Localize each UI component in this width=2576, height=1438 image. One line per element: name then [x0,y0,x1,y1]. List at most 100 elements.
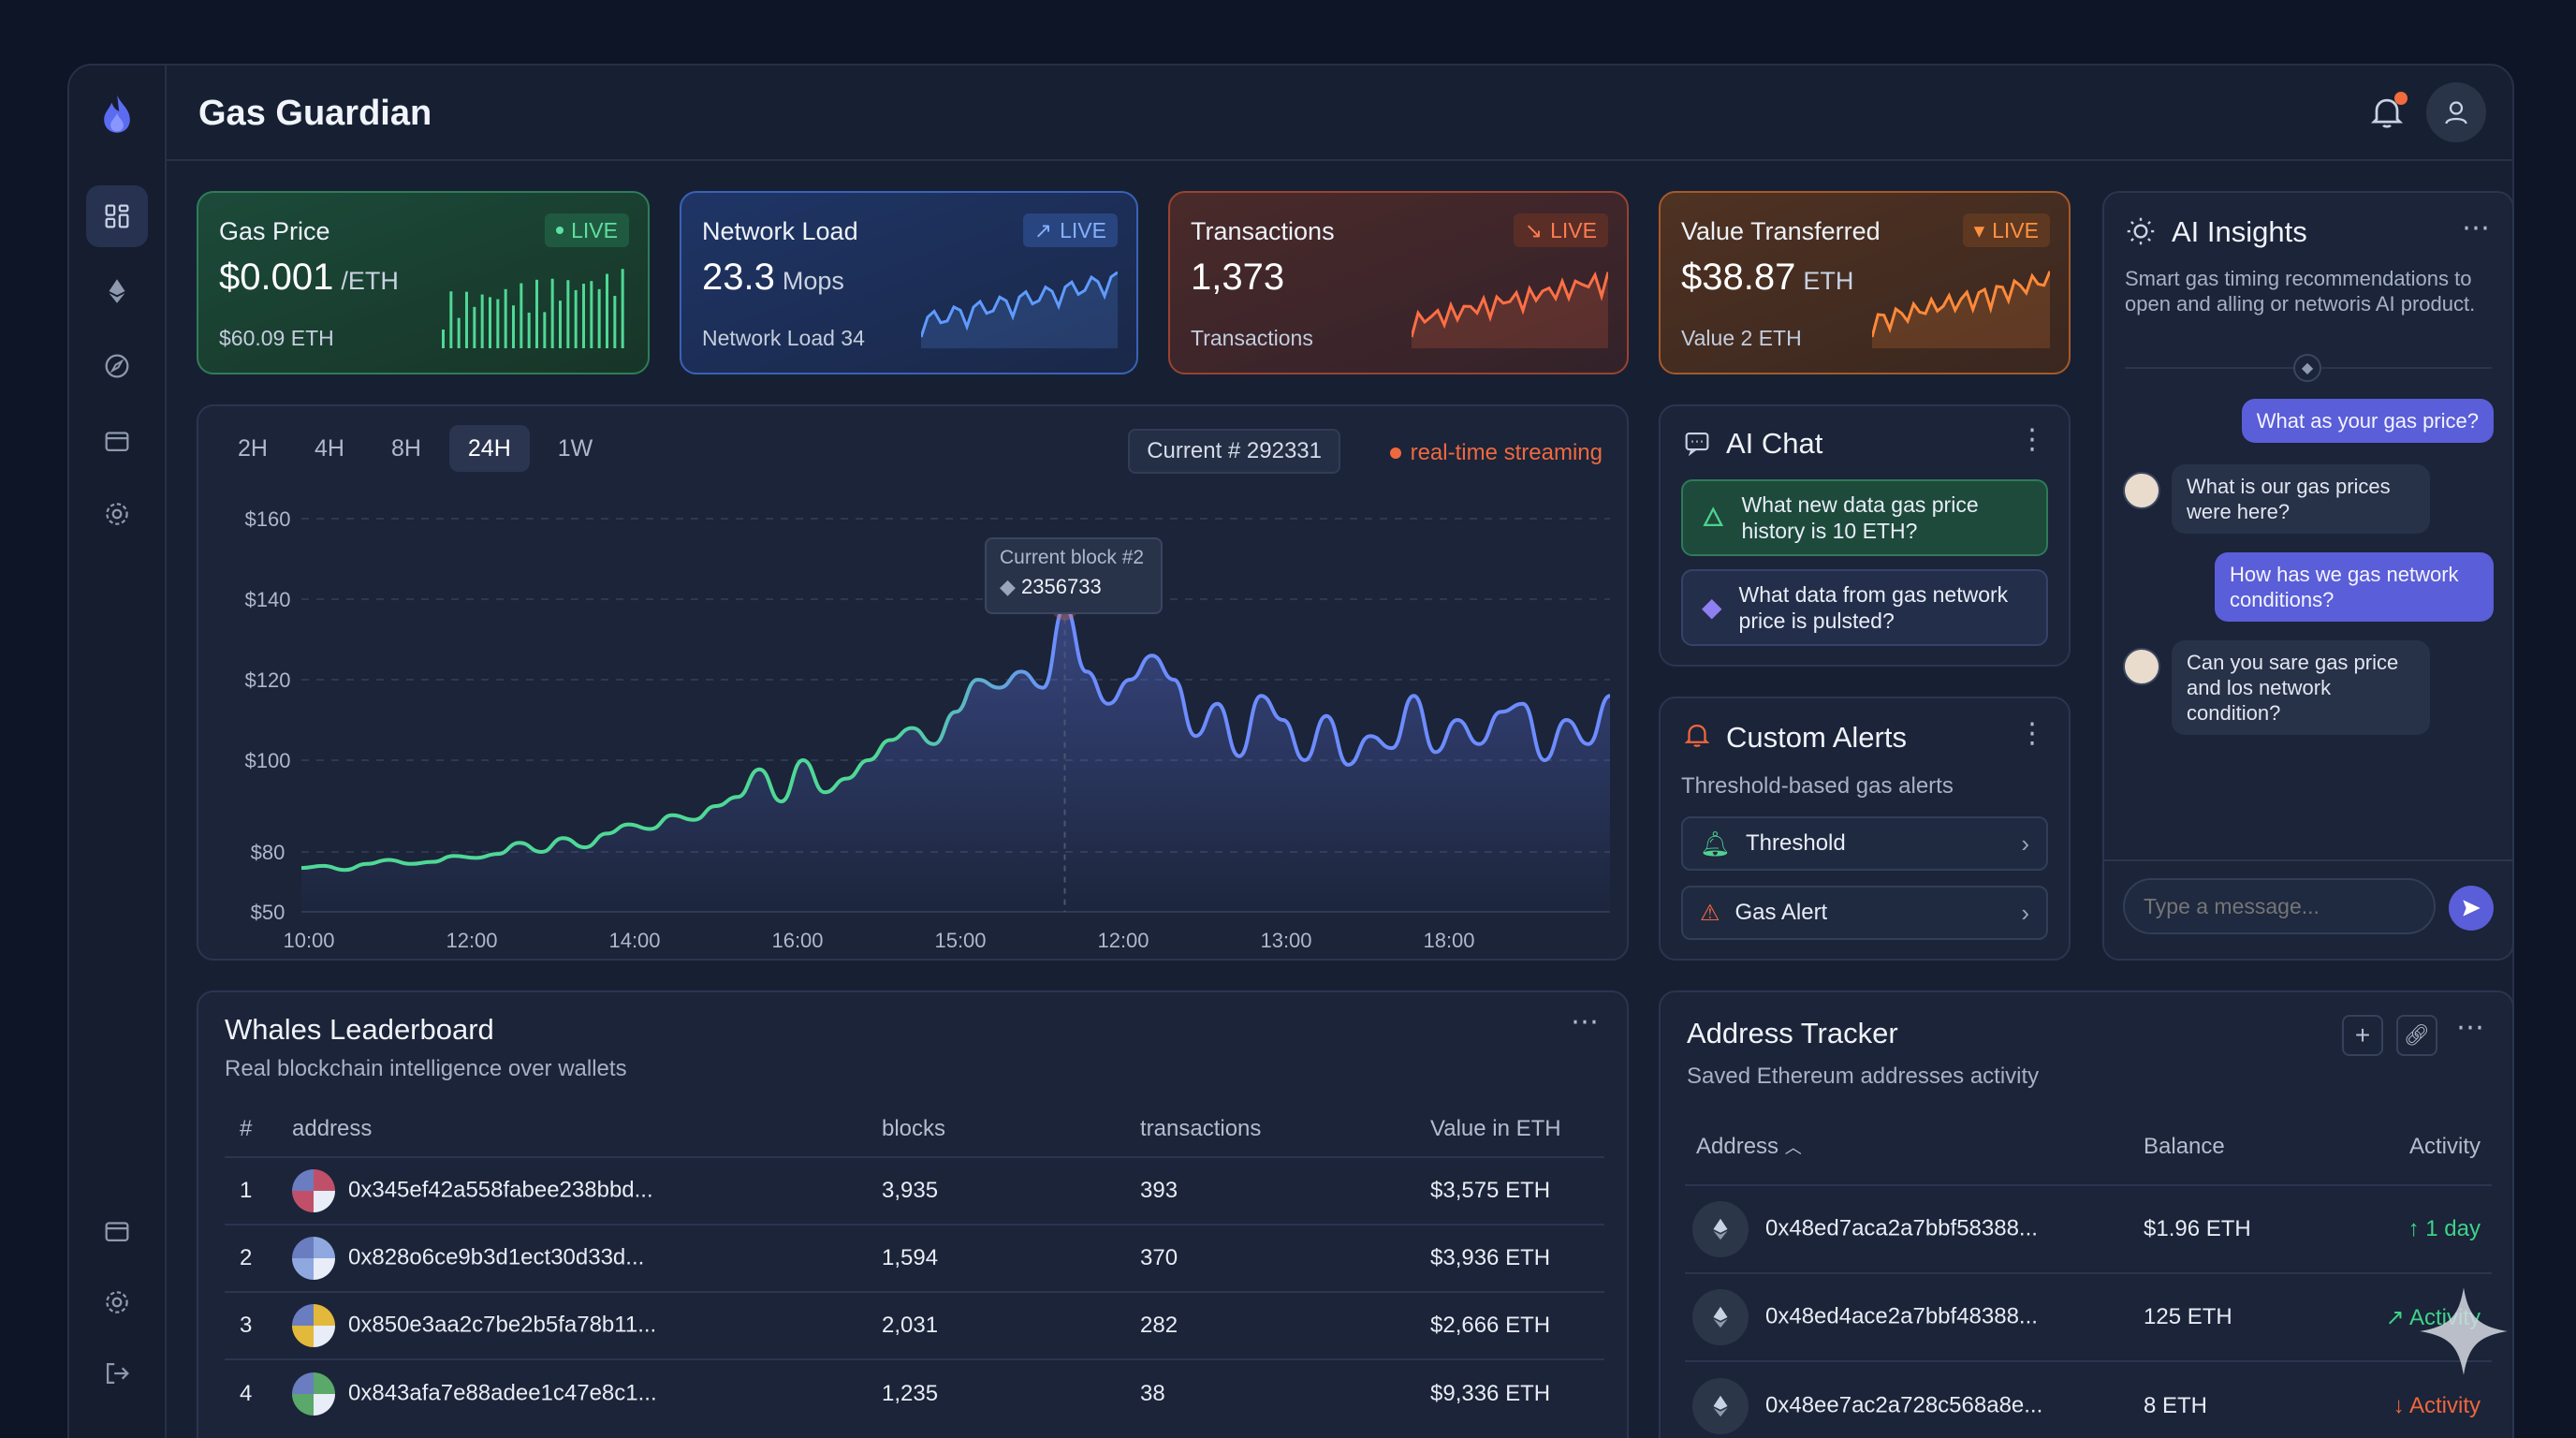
trend-icon: ↘ [1524,217,1544,242]
sparkline-bar [496,299,500,348]
rank-cell: 1 [225,1156,292,1225]
send-button[interactable] [2449,886,2494,931]
sparkline-bar [606,273,608,348]
table-row[interactable]: 0x48ed7aca2a7bbf58388... $1.96 ETH ↑ 1 day [1685,1184,2492,1273]
column-header-address[interactable]: Address ︿ [1696,1133,1802,1159]
sun-icon [2127,217,2155,245]
tab-24h[interactable]: 24H [448,425,530,472]
bot-avatar [2123,648,2160,685]
insights-description: Smart gas timing recommendations to open… [2125,267,2476,315]
column-header: Activity [2408,1133,2481,1159]
wallet-avatar [292,1169,335,1212]
link-address-button[interactable]: 🔗︎ [2396,1015,2437,1056]
more-icon[interactable]: ⋮ [2018,718,2048,749]
rank-cell: 4 [225,1358,292,1427]
alert-row-threshold[interactable]: 🔔︎ Threshold › [1681,816,2048,871]
streaming-dot [1389,448,1401,459]
sidebar-item-settings[interactable] [86,483,148,545]
blocks-cell: 2,031 [882,1291,1140,1359]
trend-icon: ↑ [2408,1216,2420,1241]
more-icon[interactable]: ⋯ [2456,1012,2486,1043]
sparkline-bar [512,305,515,348]
ai-chat-title: AI Chat [1726,427,1823,460]
balance-cell: 8 ETH [2144,1360,2331,1438]
stat-card-value-transferred[interactable]: Value Transferred ▾ LIVE $38.87 ETH Value … [1659,191,2071,374]
stat-label: Network Load [702,217,858,245]
table-row[interactable]: 1 0x345ef42a558fabee238bbd... 3,935 393 $3,5… [225,1156,1604,1225]
sidebar-item-logout[interactable] [86,1343,148,1404]
chat-icon [1685,433,1709,457]
message-input[interactable] [2123,878,2436,934]
table-row[interactable]: 0x48ed4ace2a7bbf48388... 125 ETH ↗ Activit… [1685,1272,2492,1361]
compass-icon [105,354,129,378]
chat-message-bot: Can you sare gas price and los network c… [2172,640,2430,735]
caret-down-icon: ▾ [1973,217,1985,242]
transactions-cell: 38 [1140,1358,1430,1427]
sparkline-bar [504,288,507,348]
address-cell: 0x828o6ce9b3d1ect30d33d... [292,1224,882,1292]
app-title: Gas Guardian [198,94,432,133]
tab-2h[interactable]: 2H [238,434,268,462]
sparkline-bar [559,301,562,348]
chat-message-bot: What is our gas prices were here? [2172,464,2430,534]
sidebar-item-explore[interactable] [86,335,148,397]
transactions-cell: 393 [1140,1156,1430,1225]
send-icon [2463,900,2481,917]
tracker-title: Address Tracker [1687,1017,1898,1049]
address-cell: 0x48ee7ac2a728c568a8e... [1685,1360,2144,1438]
y-tick-label: $140 [245,588,291,611]
sidebar-item-settings-bottom[interactable] [86,1271,148,1333]
chat-suggestion[interactable]: ◆ What data from gas network price is pul… [1681,569,2048,646]
transactions-cell: 282 [1140,1291,1430,1359]
blocks-cell: 1,594 [882,1224,1140,1292]
custom-alerts-title: Custom Alerts [1726,721,1907,754]
tab-8h[interactable]: 8H [390,434,421,462]
wallet-icon [105,1222,129,1242]
wallet-avatar [292,1372,335,1416]
chat-suggestion[interactable]: 🜂 What new data gas price history is 10 E… [1681,479,2048,556]
sparkline-bar [535,279,538,348]
stat-card-gas-price[interactable]: Gas Price LIVE $0.001/ETH $60.09 ETH [197,191,650,374]
alert-row-gas-alert[interactable]: ⚠ Gas Alert › [1681,886,2048,940]
user-avatar-button[interactable] [2426,82,2486,142]
logout-icon [106,1362,129,1385]
more-icon[interactable]: ⋯ [2462,213,2492,243]
table-row[interactable]: 0x48ee7ac2a728c568a8e... 8 ETH ↓ Activity [1685,1360,2492,1438]
stat-card-transactions[interactable]: Transactions ↘ LIVE 1,373 Transactions [1168,191,1629,374]
value-sparkline [1872,271,2050,348]
wallet-icon [105,432,129,452]
tab-1w[interactable]: 1W [557,434,593,462]
grid-icon [105,204,129,228]
gas-chart-panel: 2H 4H 8H 24H 1W Current # 292331 real-time s… [197,404,1629,961]
sidebar-item-ethereum[interactable] [86,260,148,322]
ethereum-icon [109,279,125,303]
more-icon[interactable]: ⋮ [2018,424,2048,455]
sidebar-item-dashboard[interactable] [86,185,148,247]
table-row[interactable]: 2 0x828o6ce9b3d1ect30d33d... 1,594 370 $3,93… [225,1224,1604,1292]
chat-message-user: How has we gas network conditions? [2215,552,2494,622]
tab-4h[interactable]: 4H [314,434,344,462]
topbar: Gas Guardian [167,66,2512,161]
plus-icon: + [2354,1020,2371,1049]
add-address-button[interactable]: + [2342,1015,2383,1056]
table-row[interactable]: 3 0x850e3aa2c7be2b5fa78b11... 2,031 282 $2,6… [225,1291,1604,1359]
tracker-table: Address ︿ Balance Activity 0x48ed7aca2a7… [1685,1108,2492,1438]
more-icon[interactable]: ⋯ [1571,1006,1601,1037]
alerts-subtitle: Threshold-based gas alerts [1681,773,1954,799]
ethereum-icon: ◆ [2293,354,2321,382]
y-tick-label: $100 [245,749,291,772]
sidebar-item-wallet[interactable] [86,410,148,472]
sidebar-item-wallet-bottom[interactable] [86,1200,148,1262]
flame-icon: 🜂 [1702,503,1725,532]
x-tick-label: 16:00 [771,929,823,951]
stat-label: Transactions [1191,217,1335,245]
stat-value: $0.001/ETH [219,257,399,298]
column-header: transactions [1140,1115,1262,1141]
stat-card-network-load[interactable]: Network Load ↗ LIVE 23.3 Mops Network Load… [680,191,1138,374]
trend-icon: ↓ [2393,1392,2405,1418]
table-row[interactable]: 4 0x843afa7e88adee1c47e8c1... 1,235 38 $9,33… [225,1358,1604,1427]
tracker-subtitle: Saved Ethereum addresses activity [1687,1064,2040,1089]
current-block-chip: Current # 292331 [1128,429,1340,474]
stat-sub: $60.09 ETH [219,326,334,350]
bell-icon[interactable] [2366,92,2408,133]
